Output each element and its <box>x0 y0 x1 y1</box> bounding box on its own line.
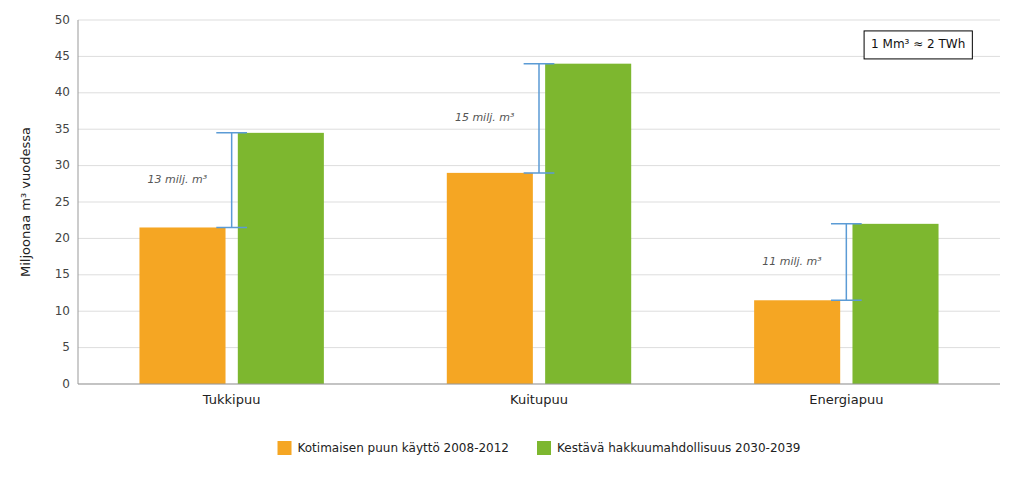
bar <box>545 64 631 384</box>
brackets <box>216 64 861 301</box>
x-tick-label: Tukkipuu <box>202 392 261 407</box>
bar <box>852 224 938 384</box>
y-axis-line <box>78 20 79 384</box>
x-axis-line <box>78 384 1000 385</box>
legend: Kotimaisen puun käyttö 2008-2012 Kestävä … <box>278 441 801 456</box>
info-box <box>864 31 972 59</box>
y-tick-label: 25 <box>55 195 70 209</box>
legend-label: Kestävä hakkuumahdollisuus 2030-2039 <box>557 441 800 455</box>
annotation: 13 milj. m³ <box>148 173 208 186</box>
bar <box>447 173 533 384</box>
grid-line <box>78 20 1000 21</box>
grid-line <box>78 202 1000 203</box>
grid-line <box>78 56 1000 57</box>
x-tick-label: Energiapuu <box>809 392 883 407</box>
bars <box>139 64 938 384</box>
legend-swatch <box>537 441 551 455</box>
annotation: 11 milj. m³ <box>762 255 822 268</box>
bar <box>139 227 225 384</box>
bar <box>754 300 840 384</box>
legend-label: Kotimaisen puun käyttö 2008-2012 <box>298 441 510 455</box>
y-tick-label: 10 <box>55 304 70 318</box>
y-tick-label: 20 <box>55 231 70 245</box>
grid <box>78 20 1000 384</box>
y-tick-label: 0 <box>62 377 70 391</box>
y-tick-label: 50 <box>55 13 70 27</box>
bracket <box>831 224 862 300</box>
y-tick-label: 5 <box>62 340 70 354</box>
y-axis-label: Miljoonaa m³ vuodessa <box>18 127 33 277</box>
x-tick-label: Kuitupuu <box>510 392 568 407</box>
y-tick-label: 35 <box>55 122 70 136</box>
legend-swatch <box>278 441 292 455</box>
grid-line <box>78 384 1000 385</box>
bracket <box>216 133 247 228</box>
y-tick-label: 45 <box>55 49 70 63</box>
chart: 0 5 10 15 20 25 30 35 40 45 50 Miljoonaa m³ vuodess… <box>0 0 1024 480</box>
y-tick-label: 30 <box>55 158 70 172</box>
info-box-text: 1 Mm³ ≈ 2 TWh <box>871 37 965 51</box>
annotation: 15 milj. m³ <box>455 111 515 124</box>
bracket <box>524 64 555 173</box>
y-tick-label: 40 <box>55 85 70 99</box>
bar <box>238 133 324 384</box>
y-tick-label: 15 <box>55 267 70 281</box>
